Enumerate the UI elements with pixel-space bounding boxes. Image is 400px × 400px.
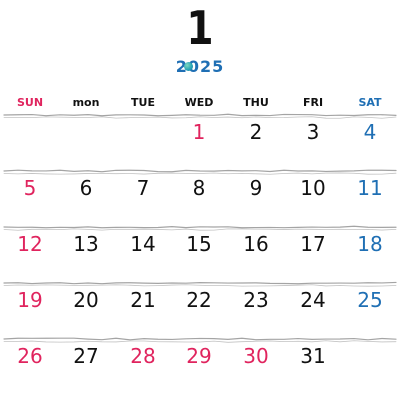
- separator-stroke: [3, 340, 397, 343]
- week-row: 1 2 3 4: [0, 112, 400, 168]
- day-cell-8[interactable]: 8: [192, 176, 206, 200]
- day-cell-12[interactable]: 12: [17, 232, 43, 256]
- week-row: 12 13 14 15 16 17 18: [0, 224, 400, 280]
- separator-stroke: [3, 281, 397, 285]
- day-cell-24[interactable]: 24: [300, 288, 326, 312]
- weekday-sun: SUN: [16, 96, 44, 109]
- day-cell-22[interactable]: 22: [186, 288, 212, 312]
- separator-stroke: [3, 225, 397, 229]
- separator-stroke: [3, 113, 397, 117]
- day-cell-5[interactable]: 5: [23, 176, 37, 200]
- year-text: 2025: [175, 57, 225, 76]
- day-cell-18[interactable]: 18: [357, 232, 383, 256]
- row-separator: [3, 225, 397, 231]
- day-cell-20[interactable]: 20: [73, 288, 99, 312]
- separator-stroke: [3, 337, 397, 341]
- day-cell-11[interactable]: 11: [357, 176, 383, 200]
- week-row: 26 27 28 29 30 31: [0, 336, 400, 392]
- day-cell-31[interactable]: 31: [300, 344, 326, 368]
- weekday-wed: WED: [184, 96, 214, 109]
- weekday-header-row: SUN mon TUE WED THU FRI SAT: [0, 94, 400, 112]
- year-label: 2025: [0, 58, 400, 76]
- day-cell-16[interactable]: 16: [243, 232, 269, 256]
- day-cell-4[interactable]: 4: [363, 120, 377, 144]
- day-cell-19[interactable]: 19: [17, 288, 43, 312]
- day-cell-27[interactable]: 27: [73, 344, 99, 368]
- day-cell-26[interactable]: 26: [17, 344, 43, 368]
- day-cell-30[interactable]: 30: [243, 344, 269, 368]
- day-cell-21[interactable]: 21: [130, 288, 156, 312]
- weekday-mon: mon: [72, 96, 100, 109]
- day-cell-25[interactable]: 25: [357, 288, 383, 312]
- month-title: 1: [186, 1, 214, 55]
- day-cell-2[interactable]: 2: [249, 120, 263, 144]
- separator-stroke: [3, 169, 397, 173]
- row-separator: [3, 337, 397, 343]
- day-cell-3[interactable]: 3: [306, 120, 320, 144]
- day-cell-13[interactable]: 13: [73, 232, 99, 256]
- day-cell-14[interactable]: 14: [130, 232, 156, 256]
- separator-stroke: [3, 228, 397, 231]
- weekday-tue: TUE: [131, 96, 155, 109]
- separator-stroke: [3, 284, 397, 287]
- day-cell-10[interactable]: 10: [300, 176, 326, 200]
- day-cell-17[interactable]: 17: [300, 232, 326, 256]
- day-cell-15[interactable]: 15: [186, 232, 212, 256]
- day-cell-6[interactable]: 6: [79, 176, 93, 200]
- day-cell-28[interactable]: 28: [130, 344, 156, 368]
- separator-stroke: [3, 172, 397, 175]
- weekday-sat: SAT: [358, 96, 382, 109]
- day-cell-23[interactable]: 23: [243, 288, 269, 312]
- row-separator: [3, 281, 397, 287]
- day-cell-1[interactable]: 1: [192, 120, 206, 144]
- calendar-grid: 1 2 3 4 5 6 7 8 9 10 11 12 13 14 15 16 17 18 19 20 21 22 23 24 2…: [0, 112, 400, 400]
- weekday-fri: FRI: [302, 96, 324, 109]
- week-row: 5 6 7 8 9 10 11: [0, 168, 400, 224]
- weekday-thu: THU: [243, 96, 269, 109]
- separator-stroke: [3, 116, 397, 119]
- day-cell-7[interactable]: 7: [136, 176, 150, 200]
- globe-icon: [184, 62, 193, 71]
- week-row: 19 20 21 22 23 24 25: [0, 280, 400, 336]
- row-separator: [3, 113, 397, 119]
- day-cell-29[interactable]: 29: [186, 344, 212, 368]
- row-separator: [3, 169, 397, 175]
- day-cell-9[interactable]: 9: [249, 176, 263, 200]
